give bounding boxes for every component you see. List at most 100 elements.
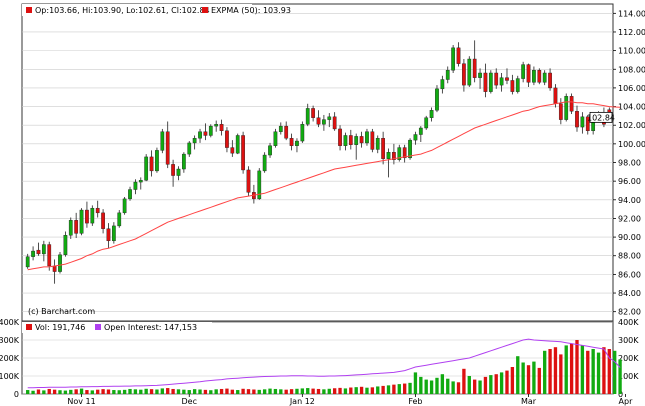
volume-bar xyxy=(494,374,498,394)
volume-bar xyxy=(580,345,585,394)
volume-bar xyxy=(521,362,525,394)
candle-body-up xyxy=(305,108,310,125)
candle xyxy=(564,93,569,122)
candle-body-up xyxy=(386,152,391,159)
volume-bar xyxy=(69,389,73,394)
volume-bar xyxy=(36,389,41,394)
candle-body-up xyxy=(235,135,240,154)
candle xyxy=(365,128,369,146)
candle xyxy=(36,242,41,256)
candle xyxy=(122,196,127,215)
candle-body-up xyxy=(354,136,359,145)
candle xyxy=(386,148,391,178)
candle-body-up xyxy=(375,138,380,150)
price-tick-label: 98.00 xyxy=(618,159,641,168)
volume-bar xyxy=(516,356,520,394)
candle xyxy=(499,72,504,92)
volume-bar xyxy=(365,387,369,394)
candle xyxy=(440,75,445,94)
volume-bar xyxy=(343,388,348,394)
candle-body-down xyxy=(316,117,321,125)
candle-body-down xyxy=(95,207,100,214)
candle xyxy=(548,68,552,91)
candle-body-up xyxy=(418,127,423,135)
candle-body-up xyxy=(268,145,272,156)
volume-bar xyxy=(58,390,62,394)
candle-body-up xyxy=(144,156,149,181)
candle-body-up xyxy=(499,77,504,86)
candle-body-up xyxy=(429,110,434,118)
candle xyxy=(424,115,429,130)
volume-bar xyxy=(473,379,477,394)
candle-body-down xyxy=(101,212,105,229)
candle xyxy=(359,131,364,148)
last-price-label: 102.84 xyxy=(587,113,615,122)
volume-bar xyxy=(246,389,251,394)
volume-bar xyxy=(171,388,175,394)
last-price-box xyxy=(589,111,613,123)
candle xyxy=(165,121,170,169)
price-tick-label: 106.00 xyxy=(618,84,645,93)
candle xyxy=(580,112,585,134)
candle-body-down xyxy=(456,47,461,64)
candle xyxy=(58,252,62,274)
volume-bar xyxy=(85,390,89,394)
volume-bar xyxy=(144,388,148,394)
volume-bar xyxy=(139,389,143,394)
candle-body-down xyxy=(348,135,353,145)
volume-bar xyxy=(128,388,132,394)
volume-bar xyxy=(435,377,439,394)
volume-bar xyxy=(408,382,412,394)
volume-tick-label-right: 0 xyxy=(618,390,623,399)
volume-bar xyxy=(198,389,202,394)
volume-bar xyxy=(166,388,170,394)
x-tick-label: Dec xyxy=(182,397,197,406)
x-tick-label: Mar xyxy=(521,397,537,406)
volume-bar xyxy=(160,388,164,394)
candle-body-up xyxy=(478,72,482,78)
candle-body-up xyxy=(515,78,520,92)
volume-legend-background xyxy=(22,322,212,333)
candle-body-up xyxy=(160,131,165,151)
candle xyxy=(392,143,396,165)
candle-body-up xyxy=(542,72,547,83)
candle-body-up xyxy=(435,88,439,111)
volume-bar xyxy=(252,389,256,394)
volume-bar xyxy=(257,389,261,394)
candle xyxy=(435,85,439,113)
candle xyxy=(128,186,132,201)
volume-bar-series xyxy=(26,340,622,394)
candle xyxy=(176,166,181,181)
open-interest-legend-swatch xyxy=(95,324,101,330)
candle xyxy=(47,241,52,271)
candle-body-up xyxy=(214,124,219,127)
volume-bar xyxy=(122,389,127,394)
volume-bar xyxy=(338,387,342,394)
volume-bar xyxy=(289,389,294,394)
volume-bar xyxy=(279,389,283,394)
candle xyxy=(219,119,224,136)
volume-bar xyxy=(192,389,197,394)
candle xyxy=(478,68,482,89)
volume-bar xyxy=(456,382,461,394)
candle-body-down xyxy=(537,69,542,83)
watermark: (c) Barchart.com xyxy=(28,307,95,316)
volume-tick-label-right: 200K xyxy=(618,354,639,363)
candle xyxy=(235,133,240,155)
candle-body-down xyxy=(219,124,224,131)
volume-bar xyxy=(268,388,272,394)
candle xyxy=(467,56,472,87)
candle-body-up xyxy=(278,125,283,132)
candle xyxy=(300,121,305,143)
volume-bar xyxy=(241,388,245,394)
candle xyxy=(257,168,262,200)
volume-bar xyxy=(101,389,105,394)
candle xyxy=(289,133,294,151)
volume-bar xyxy=(284,389,288,394)
candle xyxy=(585,114,590,135)
volume-tick-label-right: 100K xyxy=(618,372,639,381)
candle-body-down xyxy=(284,125,289,139)
candle-body-up xyxy=(128,189,132,200)
volume-bar xyxy=(559,354,563,394)
